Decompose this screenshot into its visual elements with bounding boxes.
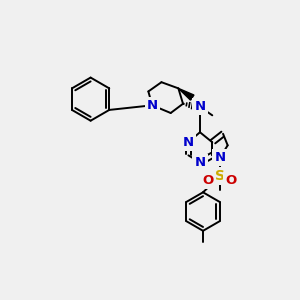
Text: N: N [194, 100, 206, 113]
Text: N: N [194, 156, 206, 169]
Text: N: N [147, 99, 158, 112]
Text: N: N [214, 151, 226, 164]
Text: O: O [225, 174, 236, 187]
Text: S: S [215, 169, 225, 183]
Polygon shape [178, 88, 194, 100]
Text: O: O [202, 174, 213, 187]
Text: N: N [183, 136, 194, 149]
